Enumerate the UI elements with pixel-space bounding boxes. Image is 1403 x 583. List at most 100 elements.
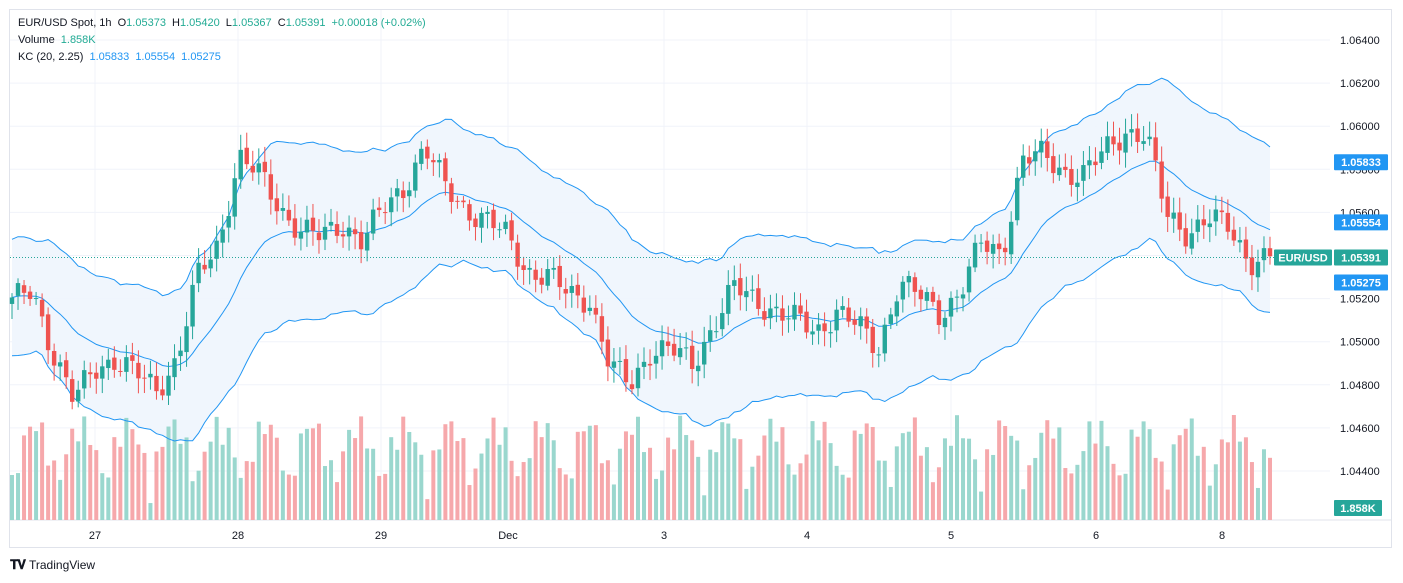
volume-bar bbox=[930, 482, 935, 520]
candle-body bbox=[617, 360, 623, 362]
volume-bar bbox=[979, 491, 984, 520]
volume-bar bbox=[1231, 415, 1236, 520]
volume-bar bbox=[76, 441, 81, 520]
volume-bar bbox=[1105, 446, 1110, 520]
volume-bar bbox=[497, 444, 502, 520]
candle-body bbox=[178, 350, 183, 357]
chart-frame[interactable] bbox=[9, 9, 1392, 548]
candle-body bbox=[304, 219, 310, 233]
volume-bar bbox=[389, 437, 394, 520]
candle-body bbox=[852, 319, 857, 325]
kc-middle-price-label: 1.05554 bbox=[1341, 217, 1382, 229]
candle-body bbox=[527, 267, 532, 270]
candle-body bbox=[88, 372, 93, 375]
x-tick-label: Dec bbox=[498, 530, 518, 542]
symbol-price-label: EUR/USD bbox=[1278, 252, 1328, 264]
tradingview-brand[interactable]: 𝐓𝐕 TradingView bbox=[10, 557, 95, 573]
volume-bar bbox=[166, 426, 171, 520]
candle-body bbox=[82, 370, 87, 389]
candle-body bbox=[292, 218, 298, 238]
candle-body bbox=[479, 212, 484, 228]
candle-body bbox=[1069, 168, 1074, 185]
candle-body bbox=[1135, 128, 1140, 142]
candle-body bbox=[1081, 165, 1086, 181]
candle-body bbox=[671, 343, 677, 356]
volume-bar bbox=[1117, 475, 1122, 520]
volume-bar bbox=[660, 470, 665, 520]
volume-bar bbox=[858, 433, 863, 520]
volume-bar bbox=[726, 423, 731, 520]
volume-bar bbox=[828, 443, 833, 520]
candle-body bbox=[437, 160, 442, 163]
candle-body bbox=[27, 291, 33, 299]
volume-bar bbox=[196, 470, 201, 520]
candle-body bbox=[172, 358, 177, 378]
volume-bar bbox=[912, 417, 917, 520]
candle-body bbox=[894, 301, 900, 317]
volume-bar bbox=[678, 415, 683, 520]
volume-bar bbox=[160, 446, 165, 520]
volume-bar bbox=[10, 475, 14, 520]
candle-body bbox=[720, 313, 725, 330]
candle-body bbox=[846, 307, 851, 322]
candle-body bbox=[160, 389, 165, 396]
candle-body bbox=[310, 217, 316, 231]
candle-body bbox=[750, 289, 755, 291]
candle-body bbox=[39, 299, 45, 317]
candle-body bbox=[714, 331, 719, 333]
candle-body bbox=[1045, 141, 1050, 159]
candle-body bbox=[1153, 137, 1158, 161]
volume-bar bbox=[1219, 439, 1224, 520]
volume-bar bbox=[732, 438, 737, 520]
candle-body bbox=[69, 379, 75, 402]
legend-close: 1.05391 bbox=[285, 17, 326, 29]
volume-bar bbox=[1063, 468, 1068, 520]
volume-bar bbox=[244, 461, 249, 520]
volume-bar bbox=[322, 466, 327, 520]
volume-bar bbox=[690, 440, 695, 520]
volume-bar bbox=[1045, 420, 1050, 520]
candle-body bbox=[834, 309, 839, 331]
volume-bar bbox=[208, 441, 213, 520]
candle-body bbox=[786, 318, 791, 320]
candle-body bbox=[948, 297, 954, 317]
candle-body bbox=[1057, 167, 1062, 176]
volume-bar bbox=[1183, 428, 1188, 520]
candle-body bbox=[166, 375, 171, 396]
candle-body bbox=[1039, 140, 1044, 153]
y-tick-label: 1.06400 bbox=[1340, 35, 1380, 47]
kc-band-fill bbox=[12, 78, 1270, 441]
candle-body bbox=[485, 211, 490, 214]
volume-bar bbox=[635, 416, 640, 520]
volume-bar bbox=[425, 499, 430, 520]
volume-bar bbox=[178, 443, 183, 520]
candle-body bbox=[340, 234, 346, 237]
volume-bar bbox=[226, 427, 231, 520]
volume-bar bbox=[1093, 443, 1098, 520]
candle-body bbox=[828, 332, 833, 334]
candle-body bbox=[509, 220, 514, 241]
volume-bar bbox=[34, 431, 39, 520]
candle-body bbox=[130, 355, 135, 361]
volume-bar bbox=[997, 420, 1002, 520]
candle-body bbox=[1111, 136, 1116, 145]
candle-body bbox=[1267, 248, 1273, 257]
volume-bar bbox=[256, 421, 261, 520]
candle-body bbox=[1159, 161, 1164, 199]
volume-bar bbox=[443, 424, 448, 520]
candle-body bbox=[876, 354, 881, 356]
candle-body bbox=[966, 266, 972, 293]
volume-bar bbox=[527, 458, 532, 520]
kc-upper-line bbox=[11, 77, 1271, 297]
volume-bar bbox=[22, 435, 27, 520]
volume-bar bbox=[220, 444, 225, 520]
candle-body bbox=[996, 243, 1002, 250]
legend-kc-middle: 1.05554 bbox=[135, 51, 176, 63]
candle-body bbox=[762, 311, 767, 320]
candle-body bbox=[322, 226, 328, 240]
candle-body bbox=[1189, 233, 1194, 249]
candle-body bbox=[238, 149, 243, 180]
candle-body bbox=[76, 389, 81, 402]
candle-body bbox=[45, 314, 51, 351]
